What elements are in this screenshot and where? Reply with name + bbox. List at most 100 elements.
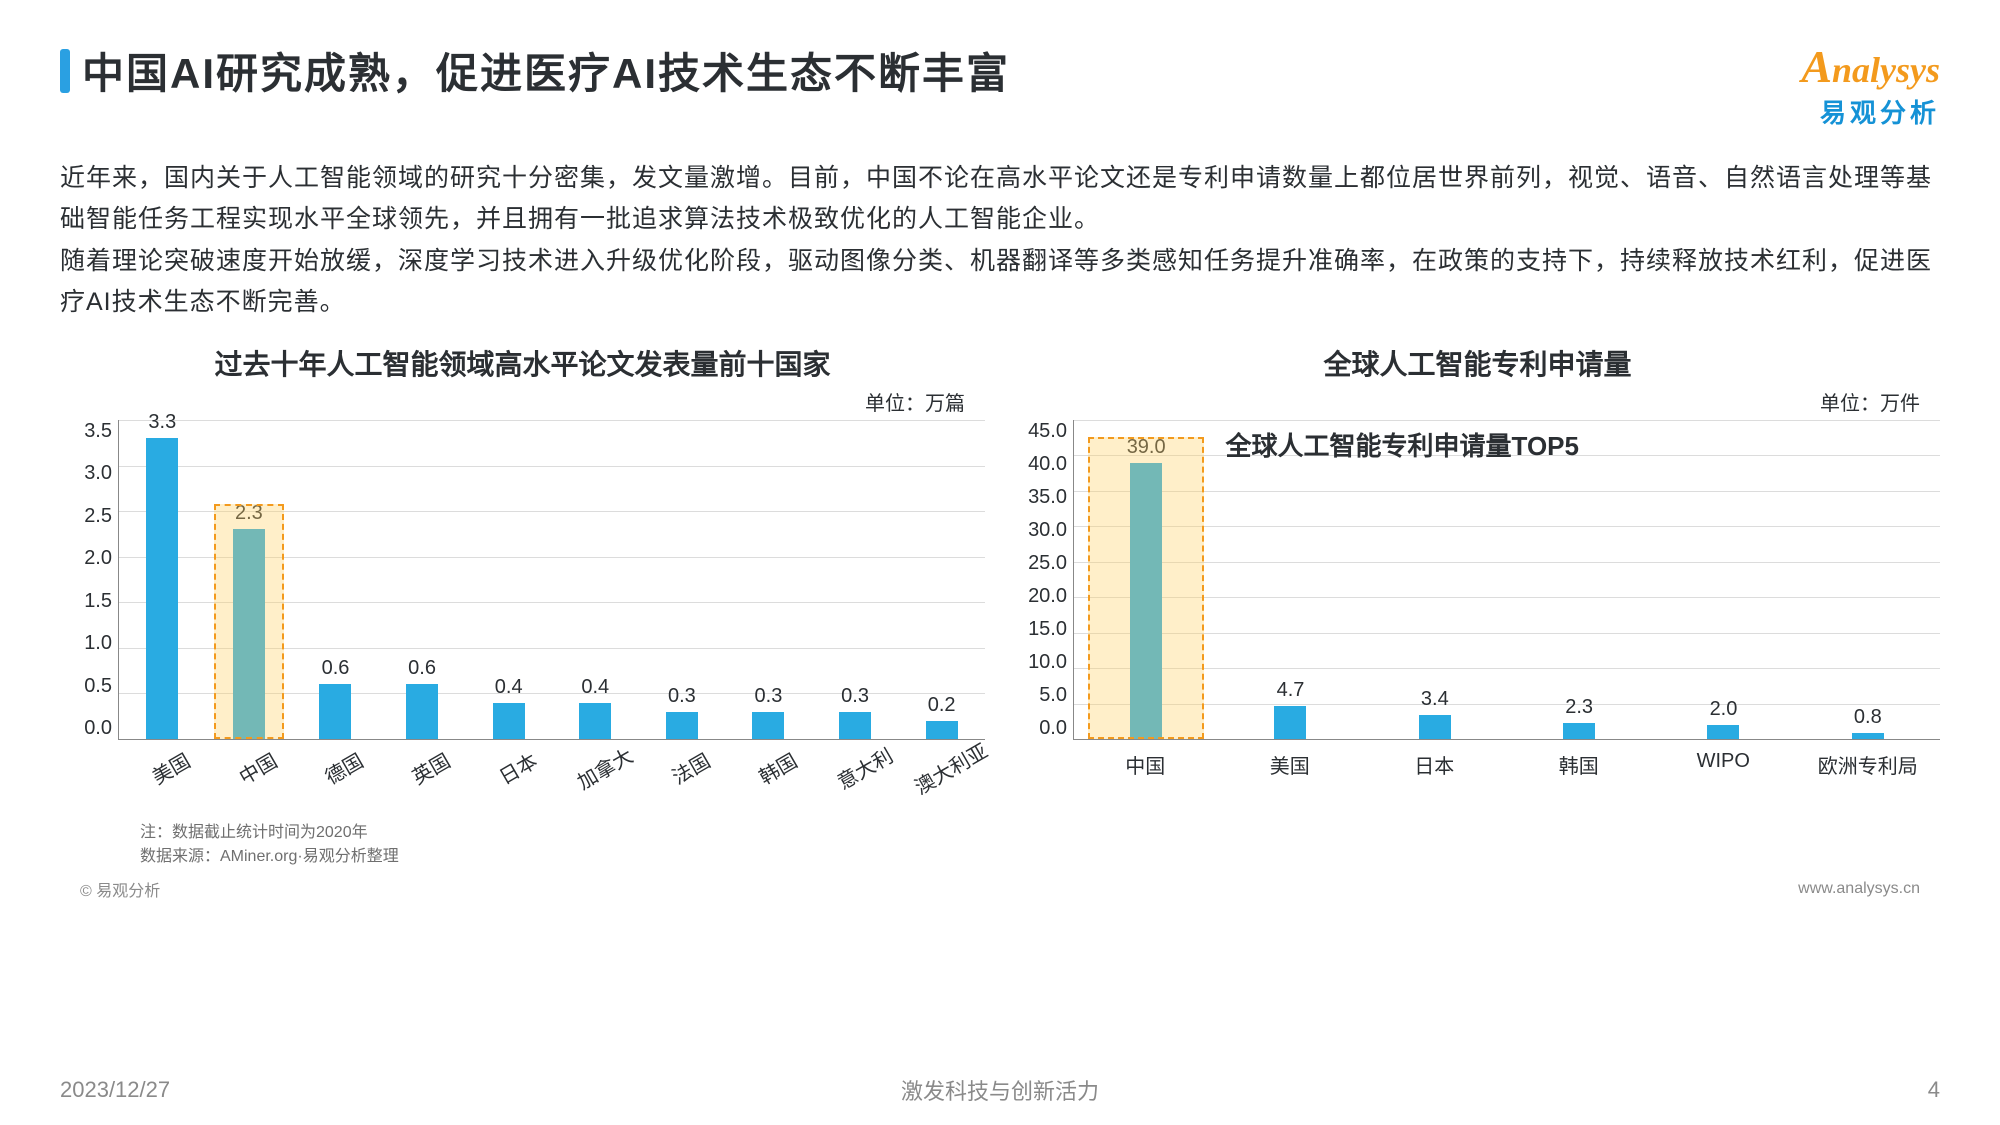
body-paragraphs: 近年来，国内关于人工智能领域的研究十分密集，发文量激增。目前，中国不论在高水平论…: [60, 158, 1940, 323]
bar-value-label: 2.3: [1565, 696, 1593, 719]
chart-left-area: 3.53.02.52.01.51.00.50.0 3.32.30.60.60.4…: [60, 420, 985, 740]
x-tick: 日本: [1362, 740, 1507, 779]
bar-value-label: 2.0: [1710, 698, 1738, 721]
bar: [752, 712, 784, 739]
bar-column: 0.6: [379, 420, 466, 739]
bar: [319, 684, 351, 739]
chart-right-x-axis: 中国美国日本韩国WIPO欧洲专利局: [1073, 740, 1940, 779]
x-tick: 韩国: [1507, 740, 1652, 779]
bar-column: 0.8: [1796, 420, 1940, 739]
title-accent-bar: [60, 49, 70, 93]
bar-value-label: 39.0: [1127, 436, 1166, 459]
x-tick: 欧洲专利局: [1796, 740, 1941, 779]
chart-right-title: 全球人工智能专利申请量: [1015, 343, 1940, 383]
x-tick: 中国: [1073, 740, 1218, 779]
y-tick: 20.0: [1028, 585, 1067, 608]
bar-value-label: 4.7: [1277, 679, 1305, 702]
bar-column: 2.3: [206, 420, 293, 739]
x-tick: 美国: [1218, 740, 1363, 779]
note-line-1: 注：数据截止统计时间为2020年: [140, 821, 985, 845]
chart-left-unit: 单位：万篇: [60, 387, 985, 416]
y-tick: 30.0: [1028, 519, 1067, 542]
bar-value-label: 0.4: [581, 676, 609, 699]
chart-left-plot: 3.3 2.3 0.6 0.6 0.4 0.4 0.3 0.3 0.3 0.2: [118, 420, 985, 740]
chart-left-bars: 3.3 2.3 0.6 0.6 0.4 0.4 0.3 0.3 0.3 0.2: [119, 420, 985, 739]
y-tick: 1.0: [84, 632, 112, 655]
bar-column: 0.4: [465, 420, 552, 739]
bar-column: 0.3: [725, 420, 812, 739]
chart-right-annotation: 全球人工智能专利申请量TOP5: [1226, 426, 1579, 463]
bar-column: 0.4: [552, 420, 639, 739]
y-tick: 0.0: [1039, 717, 1067, 740]
footer-date: 2023/12/27: [60, 1077, 170, 1103]
bar: [406, 684, 438, 739]
y-tick: 35.0: [1028, 486, 1067, 509]
page-title: 中国AI研究成熟，促进医疗AI技术生态不断丰富: [82, 40, 1010, 101]
bar: [1274, 706, 1306, 739]
footer: 2023/12/27 激发科技与创新活力 4: [60, 1077, 1940, 1103]
copyright-row: © 易观分析 www.analysys.cn: [60, 877, 1940, 901]
x-tick: WIPO: [1651, 740, 1796, 779]
y-tick: 0.0: [84, 717, 112, 740]
bar-column: 2.0: [1651, 420, 1795, 739]
bar: [1419, 715, 1451, 739]
bar: [839, 712, 871, 739]
header: 中国AI研究成熟，促进医疗AI技术生态不断丰富 Analysys 易观分析: [60, 40, 1940, 130]
chart-left: 过去十年人工智能领域高水平论文发表量前十国家 单位：万篇 3.5 3.0 2.5 2.…: [60, 343, 985, 869]
bar-value-label: 0.2: [928, 694, 956, 717]
chart-left-title: 过去十年人工智能领域高水平论文发表量前十国家: [60, 343, 985, 383]
bar: [146, 438, 178, 739]
chart-right-bars: 39.0 4.7 3.4 2.3 2.0 0.8: [1074, 420, 1940, 739]
bar: [666, 712, 698, 739]
bar-column: 2.3: [1507, 420, 1651, 739]
chart-notes: 注：数据截止统计时间为2020年 数据来源：AMiner.org·易观分析整理: [140, 821, 985, 869]
y-tick: 5.0: [1039, 684, 1067, 707]
y-tick: 2.5: [84, 505, 112, 528]
bar: [1563, 723, 1595, 739]
chart-left-x-axis: 美国中国德国英国日本加拿大法国韩国意大利澳大利亚: [118, 740, 985, 779]
bar: [1707, 725, 1739, 739]
y-tick: 3.5: [84, 420, 112, 443]
chart-right-y-axis: 45.0 40.0 35.0 30.0 25.0 20.0 15.0 10.0 5.0 0.0: [1015, 420, 1073, 740]
bar: [1130, 463, 1162, 739]
bar: [493, 703, 525, 739]
bar-column: 0.3: [812, 420, 899, 739]
y-tick: 10.0: [1028, 651, 1067, 674]
y-tick: 40.0: [1028, 453, 1067, 476]
bar-column: 3.3: [119, 420, 206, 739]
bar-value-label: 0.6: [408, 657, 436, 680]
bar-column: 3.4: [1363, 420, 1507, 739]
bar-column: 39.0: [1074, 420, 1218, 739]
bar-column: 4.7: [1218, 420, 1362, 739]
chart-left-y-axis: 3.53.02.52.01.51.00.50.0: [60, 420, 118, 740]
bar-value-label: 2.3: [235, 502, 263, 525]
bar-value-label: 3.3: [148, 411, 176, 434]
y-tick: 15.0: [1028, 618, 1067, 641]
brand-logo: Analysys 易观分析: [1801, 40, 1940, 130]
bar-value-label: 0.6: [322, 657, 350, 680]
y-tick: 25.0: [1028, 552, 1067, 575]
page-number: 4: [1928, 1077, 1940, 1103]
bar-column: 0.6: [292, 420, 379, 739]
bar-value-label: 0.3: [755, 685, 783, 708]
y-tick: 2.0: [84, 547, 112, 570]
paragraph-1: 近年来，国内关于人工智能领域的研究十分密集，发文量激增。目前，中国不论在高水平论…: [60, 158, 1940, 241]
chart-right-plot: 39.0 4.7 3.4 2.3 2.0 0.8 全球人工智能专利申请量TOP5: [1073, 420, 1940, 740]
y-tick: 0.5: [84, 675, 112, 698]
y-tick: 3.0: [84, 462, 112, 485]
brand-logo-top: Analysys: [1801, 40, 1940, 93]
website-url: www.analysys.cn: [1798, 880, 1920, 898]
bar-value-label: 0.4: [495, 676, 523, 699]
bar-column: 0.3: [639, 420, 726, 739]
chart-right-unit: 单位：万件: [1015, 387, 1940, 416]
bar: [233, 529, 265, 739]
bar-column: 0.2: [898, 420, 985, 739]
title-row: 中国AI研究成熟，促进医疗AI技术生态不断丰富: [60, 40, 1010, 101]
y-tick: 45.0: [1028, 420, 1067, 443]
bar-value-label: 0.8: [1854, 706, 1882, 729]
bar-value-label: 3.4: [1421, 688, 1449, 711]
footer-slogan: 激发科技与创新活力: [901, 1074, 1099, 1106]
note-line-2: 数据来源：AMiner.org·易观分析整理: [140, 845, 985, 869]
bar: [1852, 733, 1884, 739]
chart-right: 全球人工智能专利申请量 单位：万件 45.0 40.0 35.0 30.0 25.0 20…: [1015, 343, 1940, 869]
